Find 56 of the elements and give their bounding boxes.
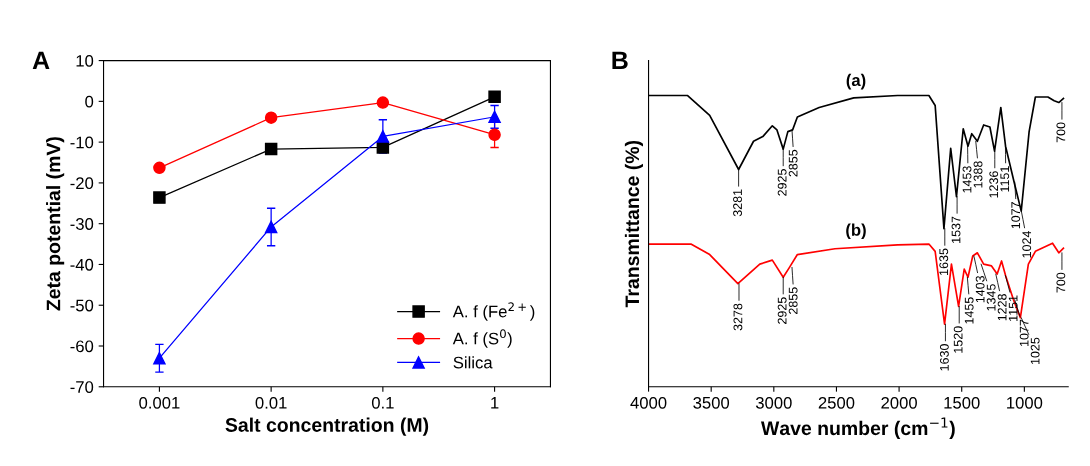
y-axis-title: Zeta potential (mV) — [46, 137, 65, 311]
x-tick-label: 1000 — [1007, 396, 1043, 409]
annotation: 700 — [1056, 272, 1066, 293]
y-tick-label: -50 — [70, 299, 94, 312]
x-tick-label: 3500 — [693, 396, 730, 409]
annotation: 1635 — [939, 248, 949, 275]
chart-title: A — [32, 51, 50, 69]
x-tick-label: 2500 — [818, 396, 855, 409]
annotation: 1025 — [1030, 337, 1040, 365]
y-tick-label: -30 — [70, 218, 94, 230]
annotation: 1236 — [989, 171, 999, 198]
annotation: 1228 — [997, 294, 1007, 321]
annotation: 1077 — [1019, 319, 1029, 346]
x-tick-label: 1500 — [944, 396, 980, 409]
chart-title: B — [612, 51, 628, 69]
legend-label: A. f (S$^{0}$) — [452, 329, 512, 348]
x-tick-label: 0.1 — [371, 396, 394, 409]
annotation: 1345 — [986, 284, 996, 311]
y-tick-label: -70 — [70, 381, 94, 393]
y-tick-label: -10 — [70, 136, 94, 149]
y-tick-label: -60 — [70, 340, 94, 353]
x-tick-label: 0.001 — [139, 396, 180, 409]
y-tick-label: 0 — [85, 95, 94, 108]
y-tick-label: 10 — [76, 54, 94, 67]
annotation: 1151 — [1000, 166, 1010, 192]
annotation: 2925 — [777, 297, 787, 324]
annotation: 1151 — [1008, 295, 1018, 321]
annotation: 1024 — [1022, 230, 1032, 258]
legend-label: A. f (Fe$^{2+}$) — [452, 302, 535, 321]
y-tick-label: -20 — [70, 177, 94, 190]
annotation: 1388 — [973, 161, 983, 188]
x-axis-title: Salt concentration (M) — [225, 417, 429, 436]
legend-label: Silica — [453, 356, 493, 369]
x-axis-title: Wave number (cm$^{−1}$) — [760, 417, 955, 439]
annotation: 1630 — [939, 344, 949, 371]
x-tick-label: 3000 — [755, 396, 792, 409]
annotation: 2855 — [788, 149, 798, 177]
x-tick-label: 4000 — [630, 396, 667, 409]
annotation: 1453 — [962, 166, 972, 193]
series-label: (a) — [846, 73, 866, 90]
y-tick-label: -40 — [70, 258, 94, 271]
annotation: 1520 — [953, 326, 963, 353]
annotation: 1455 — [964, 297, 974, 324]
x-tick-label: 1 — [491, 397, 499, 409]
x-tick-label: 0.01 — [255, 396, 287, 409]
annotation: 3281 — [733, 189, 742, 217]
annotation: 1403 — [975, 276, 985, 303]
annotation: 700 — [1056, 122, 1066, 143]
annotation: 1537 — [951, 216, 961, 243]
y-axis-title: Transmittance (%) — [624, 140, 643, 308]
series-label: (b) — [846, 223, 866, 240]
x-tick-label: 2000 — [881, 396, 917, 409]
annotation: 2855 — [788, 287, 798, 314]
annotation: 3278 — [733, 303, 743, 331]
annotation: 2925 — [777, 169, 787, 196]
annotation: 1077 — [1011, 202, 1021, 229]
